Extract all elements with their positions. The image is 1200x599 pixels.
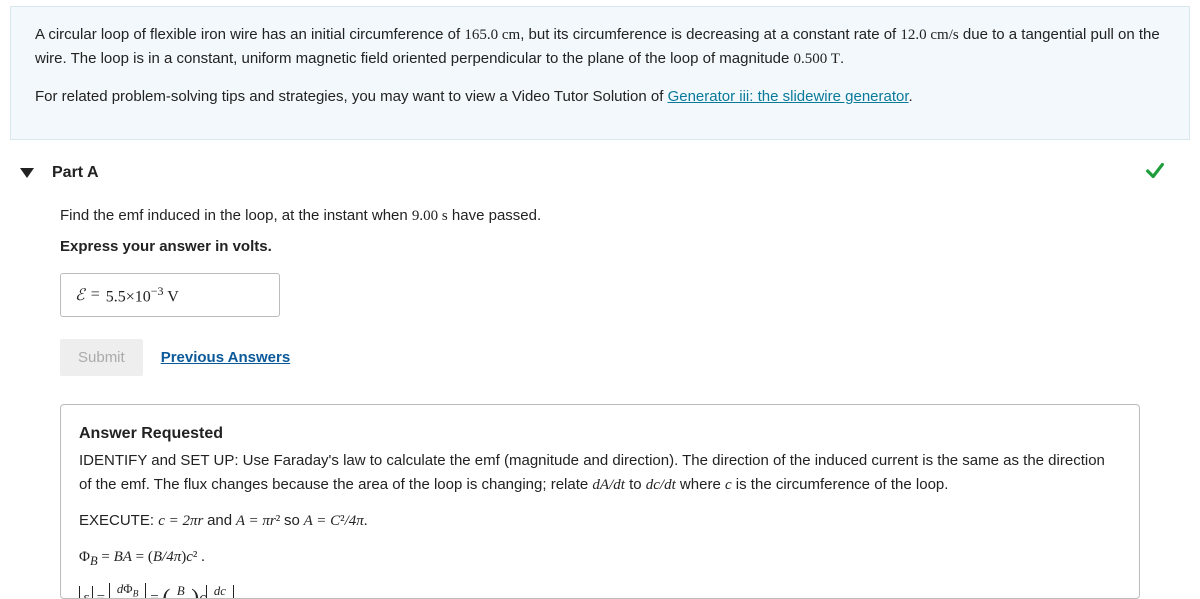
intro-paragraph: A circular loop of flexible iron wire ha… [35,23,1165,71]
equals-sign: = [91,286,100,304]
intro-text: . [840,50,844,67]
intro-text: , but its circumference is decreasing at… [520,26,900,43]
dc: dc [211,585,229,599]
setup-text: is the circumference of the loop. [732,476,949,493]
flux-line: ΦB = BA = (B/4π)c² . [79,545,1121,571]
answer-value: 5.5×10−3 V [106,284,179,306]
tips-text: For related problem-solving tips and str… [35,88,668,105]
execute-label: EXECUTE: [79,512,158,529]
setup-text: to [625,476,646,493]
execute-equation: c = 2πr [158,513,203,529]
intro-value: 0.500 T [794,51,840,67]
video-tutor-link[interactable]: Generator iii: the slidewire generator [668,88,909,105]
part-label: Part A [52,164,99,182]
explanation-heading: Answer Requested [79,421,1121,447]
emf-line: ε = dΦBdt = (B2π)cdcdt. [79,583,1121,599]
intro-value: 12.0 cm/s [900,27,958,43]
B: B [171,585,190,599]
prompt-value: 9.00 s [412,208,448,224]
intro-tips: For related problem-solving tips and str… [35,85,1165,109]
execute-line: EXECUTE: c = 2πr and A = πr² so A = C²/4… [79,509,1121,533]
answer-coef: 5.5×10 [106,288,151,305]
answer-instruction: Express your answer in volts. [60,238,1140,255]
problem-intro: A circular loop of flexible iron wire ha… [10,6,1190,140]
math-term: dA/dt [592,477,625,493]
identify-setup: IDENTIFY and SET UP: Use Faraday's law t… [79,449,1121,497]
answer-input[interactable]: ℰ = 5.5×10−3 V [60,273,280,317]
question-prompt: Find the emf induced in the loop, at the… [60,204,1140,228]
intro-text: A circular loop of flexible iron wire ha… [35,26,464,43]
eps: ε [83,590,89,599]
prompt-text: have passed. [448,207,541,224]
submit-button[interactable]: Submit [60,339,143,376]
collapse-icon[interactable] [20,168,34,178]
setup-text: where [676,476,725,493]
answer-symbol: ℰ [75,285,85,305]
math-term: c [725,477,732,493]
answer-exp: −3 [151,284,164,298]
prompt-text: Find the emf induced in the loop, at the… [60,207,412,224]
math-term: dc/dt [646,477,676,493]
correct-check-icon [1144,160,1166,186]
previous-answers-link[interactable]: Previous Answers [161,349,291,366]
answer-explanation: Answer Requested IDENTIFY and SET UP: Us… [60,404,1140,599]
intro-value: 165.0 cm [464,27,520,43]
c: c [199,590,206,599]
button-row: Submit Previous Answers [60,339,1140,376]
part-body: Find the emf induced in the loop, at the… [0,194,1200,599]
answer-unit: V [164,288,179,305]
part-header[interactable]: Part A [0,140,1200,194]
